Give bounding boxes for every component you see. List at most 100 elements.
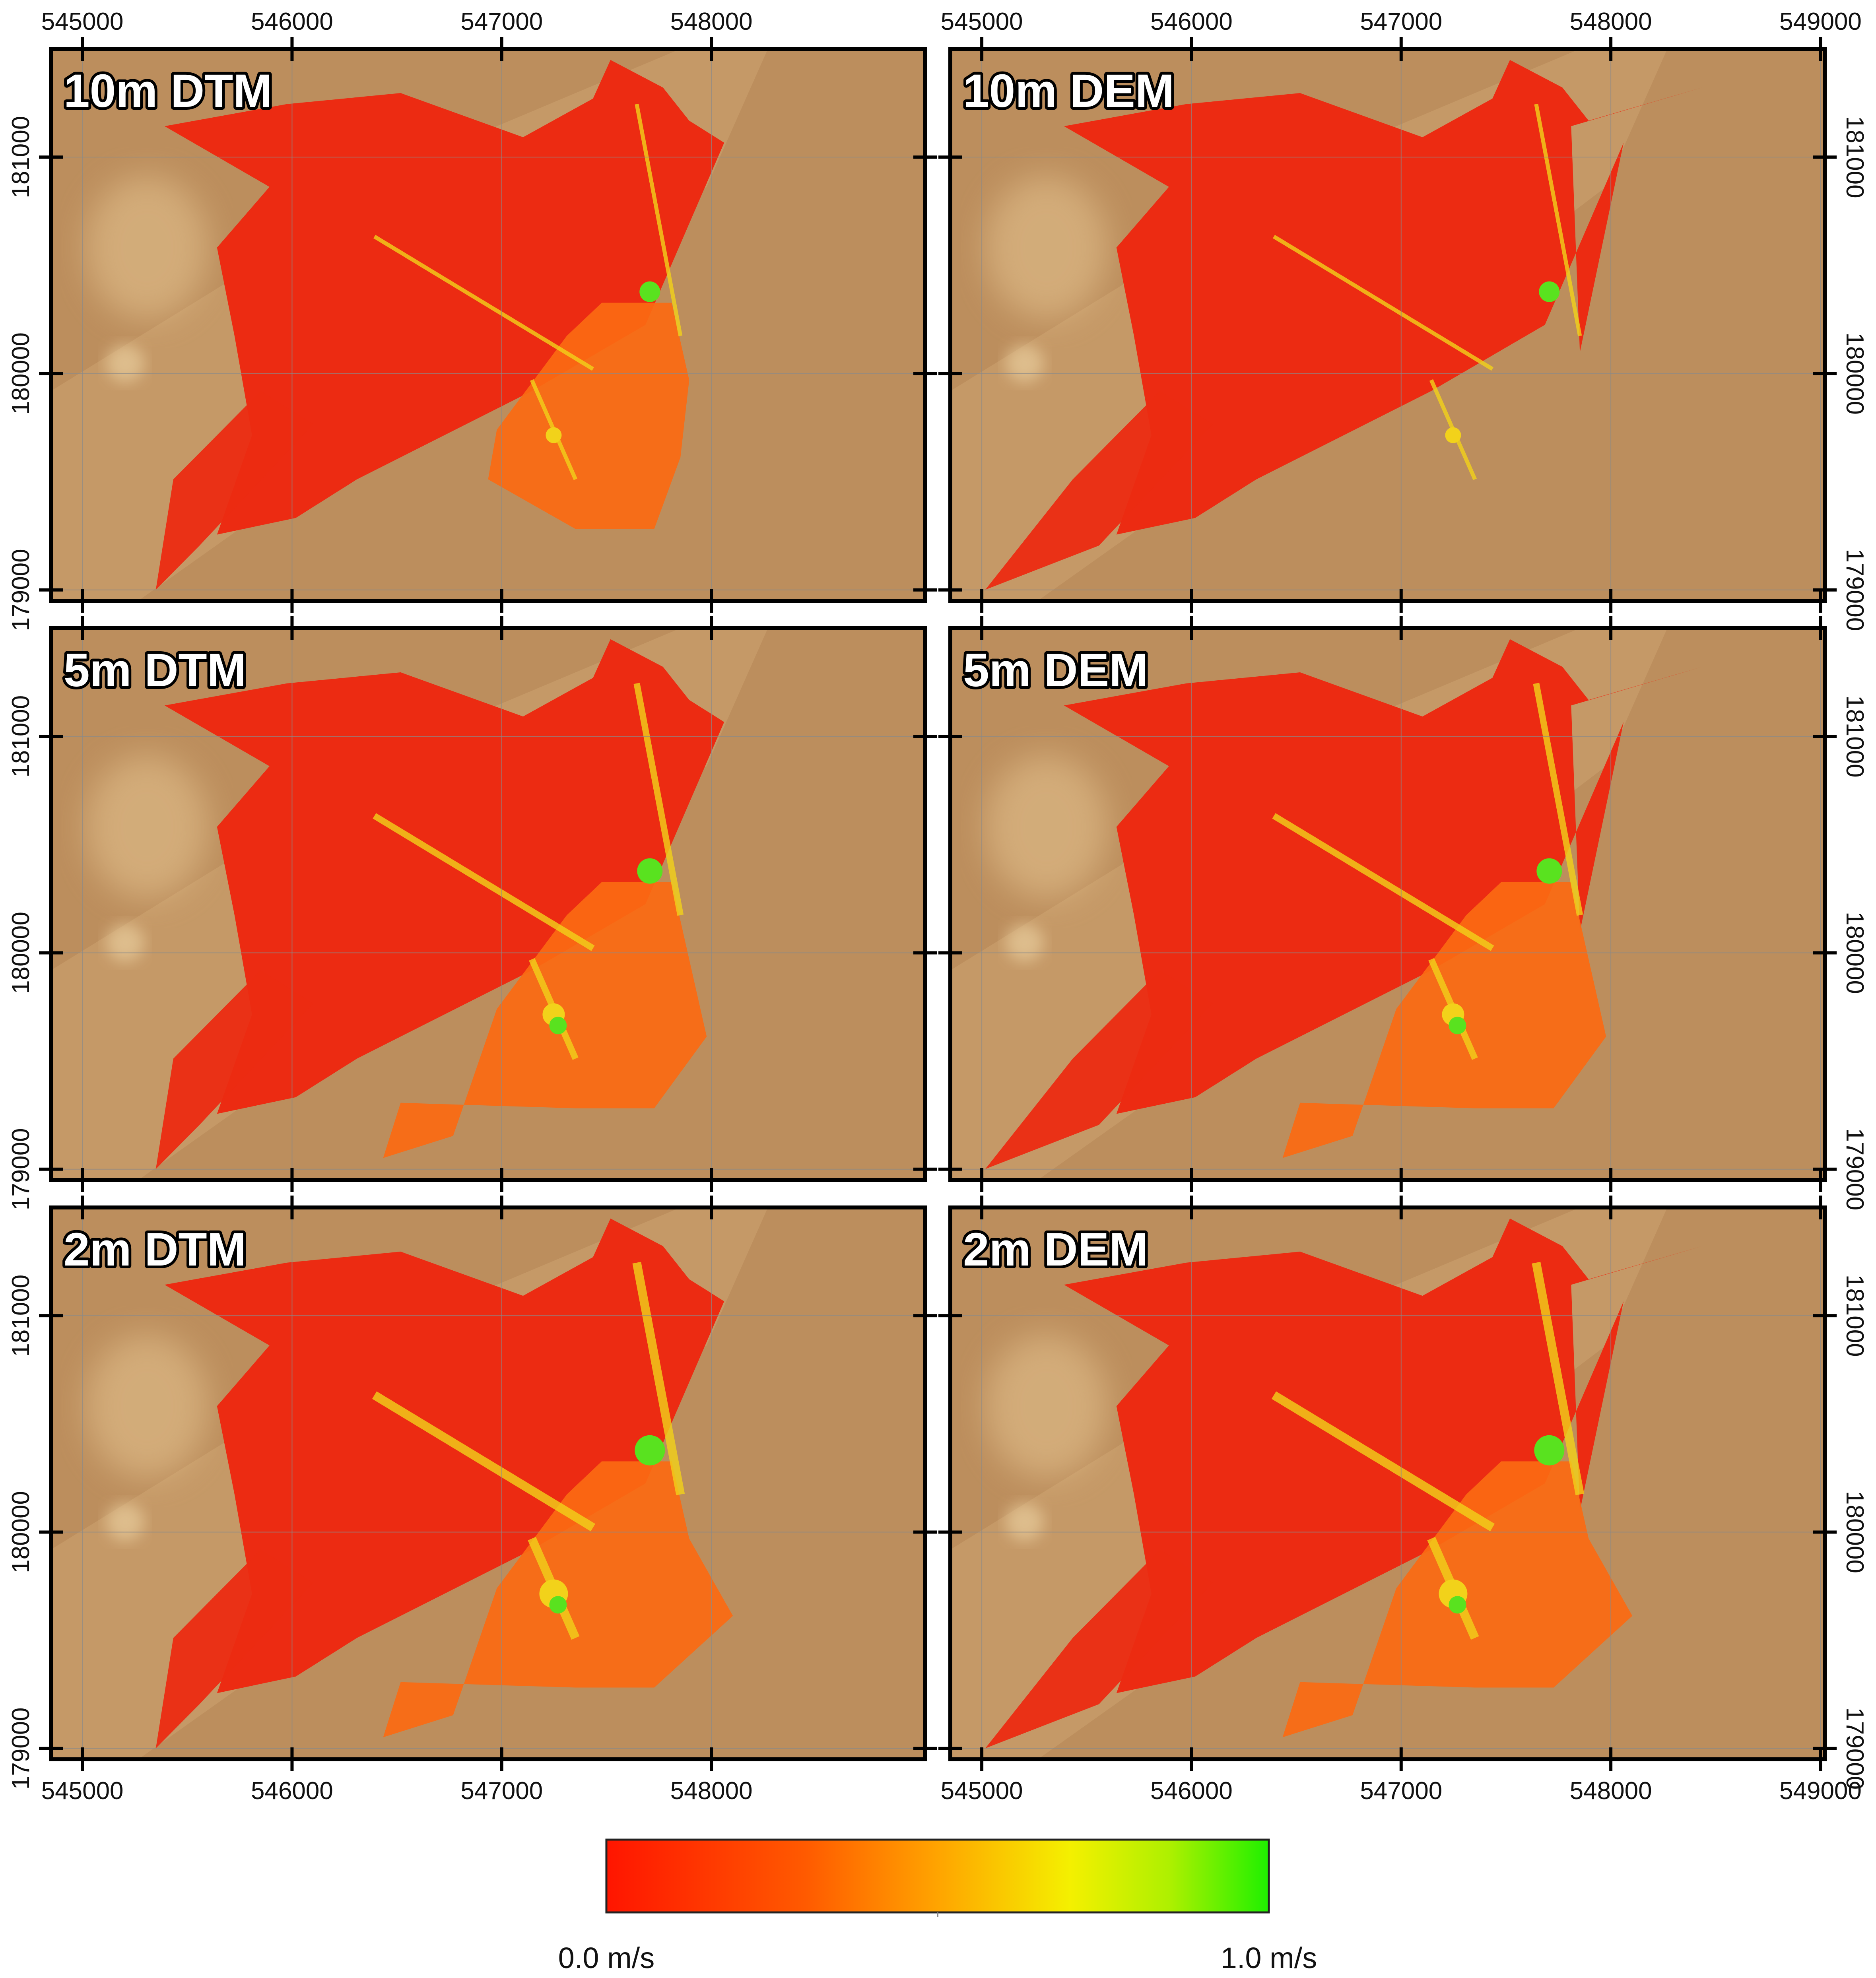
velocity-hotspot [1449, 1596, 1466, 1614]
x-tick-label-bottom: 546000 [251, 1777, 333, 1805]
terrain-hill [985, 755, 1108, 899]
x-tick-label-bottom: 545000 [941, 1777, 1023, 1805]
velocity-streak [635, 103, 683, 336]
y-tick-label-right: 179000 [1841, 1707, 1868, 1790]
flood-extent [164, 60, 724, 535]
flood-tail [985, 1549, 1213, 1749]
velocity-hotspot [1539, 281, 1560, 302]
terrain-mound [1005, 344, 1044, 383]
y-tick-label-right: 181000 [1841, 116, 1868, 198]
map-panel-dem10: 545000 546000 547000 548000 549000 181000 1800… [938, 8, 1868, 631]
y-tick-label-right: 181000 [1841, 695, 1868, 778]
map-panel-dtm2: 545000 546000 547000 548000 181000 180000 1790… [7, 1196, 937, 1805]
panel-frame [49, 47, 927, 603]
velocity-hotspot [639, 281, 660, 302]
terrain-hill [985, 1334, 1108, 1478]
y-tick-label-left: 181000 [7, 1275, 35, 1357]
terrain-hill [85, 755, 208, 899]
flood-extent [1064, 639, 1703, 1114]
velocity-streak [633, 683, 684, 916]
map-panel-dtm5: 181000 180000 179000 5m DTM [7, 616, 937, 1210]
x-tick-label-top: 549000 [1779, 8, 1862, 35]
flood-extent [1064, 1218, 1703, 1693]
legend-min-label: 0.0 m/s [558, 1941, 655, 1974]
terrain-mound [1005, 923, 1044, 962]
velocity-hotspot [546, 427, 562, 443]
velocity-hotspot [635, 1435, 665, 1466]
flood-extent [164, 639, 724, 1114]
panel-title: 5m DEM [963, 644, 1148, 697]
flood-tail [155, 391, 313, 590]
velocity-streak [1273, 235, 1493, 371]
panel-frame [49, 626, 927, 1182]
velocity-streak [632, 1262, 685, 1495]
x-tick-label-top: 545000 [941, 8, 1023, 35]
y-tick-label-right: 179000 [1841, 549, 1868, 631]
legend-max-label: 1.0 m/s [1221, 1941, 1317, 1974]
y-tick-label-left: 180000 [7, 912, 35, 994]
velocity-streak [1534, 103, 1582, 336]
panel-title: 5m DTM [64, 644, 246, 697]
velocity-hotspot [1534, 1435, 1565, 1466]
map-area [950, 628, 1825, 1180]
map-area [950, 49, 1825, 601]
velocity-streak [372, 1391, 596, 1532]
x-tick-label-bottom: 546000 [1150, 1777, 1233, 1805]
velocity-streak [373, 813, 595, 951]
velocity-hotspot [637, 858, 663, 884]
terrain-hill [85, 1334, 208, 1478]
map-area [950, 1207, 1825, 1759]
velocity-legend: 0.0 m/s 1.0 m/s [558, 1838, 1317, 1974]
flood-tail [155, 1549, 313, 1749]
map-area [51, 1207, 925, 1759]
panel-frame [948, 47, 1827, 603]
y-tick-label-right: 179000 [1841, 1128, 1868, 1210]
y-tick-label-left: 180000 [7, 1491, 35, 1573]
velocity-streak [1532, 1262, 1585, 1495]
flood-tail [985, 970, 1213, 1169]
panel-frame [948, 626, 1827, 1182]
y-tick-label-left: 179000 [7, 549, 35, 631]
y-tick-label-left: 180000 [7, 332, 35, 415]
x-tick-label-bottom: 548000 [1570, 1777, 1652, 1805]
map-area [51, 628, 925, 1180]
velocity-hotspot [1445, 427, 1461, 443]
terrain-hill [985, 176, 1108, 320]
x-tick-label-top: 547000 [1360, 8, 1442, 35]
y-tick-label-left: 181000 [7, 116, 35, 198]
panel-title: 2m DTM [64, 1223, 246, 1276]
terrain-hill [85, 176, 208, 320]
map-area [51, 49, 925, 601]
velocity-hotspot [549, 1017, 567, 1035]
flood-extent [1064, 60, 1703, 535]
y-tick-label-left: 181000 [7, 695, 35, 778]
panels-layer: 545000 546000 547000 548000 181000 180000 1790… [7, 8, 1868, 1805]
x-tick-label-top: 545000 [41, 8, 124, 35]
terrain-mound [106, 344, 145, 383]
legend-colorbar [605, 1838, 1270, 1914]
map-panel-dtm10: 545000 546000 547000 548000 181000 180000 1790… [7, 8, 937, 631]
panel-frame [49, 1205, 927, 1761]
terrain-mound [106, 1502, 145, 1541]
panel-title: 10m DEM [963, 65, 1174, 117]
velocity-streak [1271, 1391, 1495, 1532]
x-tick-label-bottom: 547000 [460, 1777, 543, 1805]
map-panel-dem2: 545000 546000 547000 548000 549000 181000 1800… [938, 1196, 1868, 1805]
velocity-streak [1533, 683, 1583, 916]
x-tick-label-top: 547000 [460, 8, 543, 35]
y-tick-label-left: 179000 [7, 1128, 35, 1210]
y-tick-label-right: 180000 [1841, 912, 1868, 994]
velocity-streak [1272, 813, 1494, 951]
panel-frame [948, 1205, 1827, 1761]
flood-tail [155, 970, 313, 1169]
x-tick-label-bottom: 549000 [1779, 1777, 1862, 1805]
panel-title: 10m DTM [64, 65, 272, 117]
velocity-hotspot [1449, 1017, 1466, 1035]
x-tick-label-bottom: 547000 [1360, 1777, 1442, 1805]
x-tick-label-bottom: 548000 [670, 1777, 753, 1805]
flood-extent [164, 1218, 724, 1693]
velocity-hotspot [549, 1596, 567, 1614]
y-tick-label-right: 180000 [1841, 1491, 1868, 1573]
y-tick-label-right: 181000 [1841, 1275, 1868, 1357]
